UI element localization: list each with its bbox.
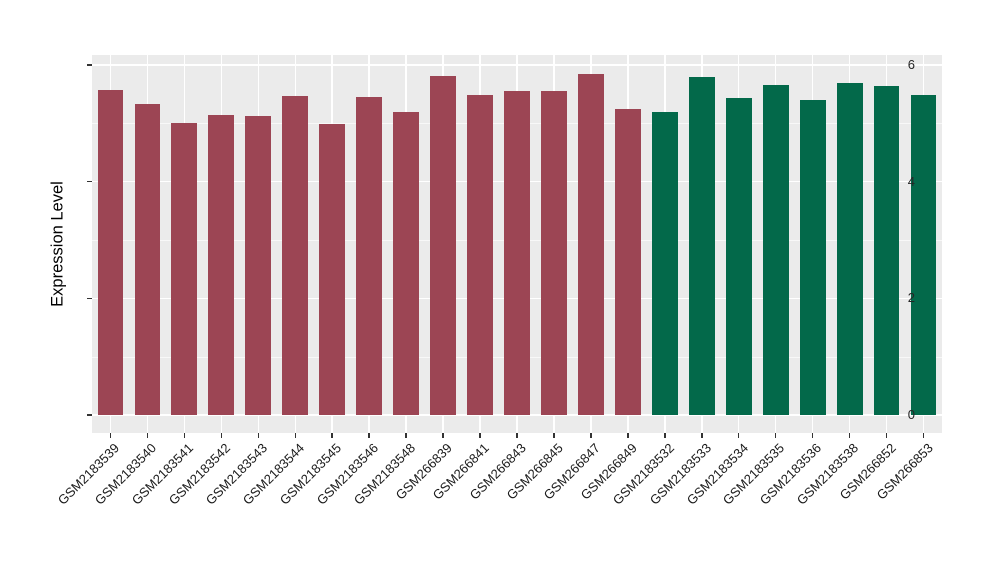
bar-GSM266845	[541, 90, 567, 415]
y-tick-label: 0	[907, 407, 915, 422]
gridline-major	[92, 64, 942, 66]
bar-GSM2183543	[245, 116, 272, 415]
x-axis-tick	[737, 433, 740, 438]
bar-GSM2183538	[836, 83, 863, 415]
x-axis-tick	[368, 433, 370, 438]
bar-GSM2183542	[208, 114, 235, 415]
x-axis-tick	[774, 433, 777, 438]
x-axis-tick	[848, 433, 851, 438]
bar-GSM2183545	[319, 123, 346, 415]
x-axis-tick	[479, 433, 481, 438]
x-axis-tick	[109, 433, 112, 438]
x-axis-tick	[516, 433, 518, 438]
x-axis-tick	[701, 433, 703, 438]
bar-GSM2183539	[97, 90, 124, 415]
gridline-major	[92, 414, 942, 416]
bar-GSM2183532	[651, 112, 678, 415]
x-axis-tick	[294, 433, 296, 438]
bar-GSM266843	[504, 90, 530, 415]
x-axis-tick	[811, 433, 814, 438]
y-axis-tick	[87, 297, 92, 300]
bar-GSM2183546	[356, 97, 383, 415]
x-axis-tick	[405, 433, 407, 438]
bar-GSM2183534	[725, 98, 752, 415]
y-tick-label: 2	[907, 290, 915, 306]
x-axis-tick	[442, 433, 444, 438]
y-tick-label: 4	[907, 173, 915, 189]
bar-GSM266847	[577, 74, 604, 415]
x-axis-tick	[922, 433, 925, 438]
bar-GSM266849	[614, 108, 641, 415]
bar-GSM2183541	[171, 122, 198, 415]
y-axis-tick	[87, 414, 92, 416]
bar-GSM266853	[910, 94, 937, 415]
y-axis-tick	[87, 180, 92, 183]
x-axis-tick	[553, 433, 555, 438]
bar-GSM266841	[467, 95, 493, 415]
y-axis-title: Expression Level	[48, 181, 67, 307]
bar-GSM266839	[430, 75, 456, 415]
x-axis-tick	[257, 433, 260, 438]
x-axis-tick	[590, 433, 592, 438]
bar-GSM2183540	[134, 103, 161, 415]
x-axis-tick	[627, 433, 629, 438]
bar-GSM2183533	[688, 77, 715, 415]
bar-GSM2183536	[799, 100, 826, 415]
y-axis-tick	[87, 64, 92, 66]
bar-GSM2183535	[762, 84, 789, 415]
x-axis-tick	[885, 433, 888, 438]
plot-panel	[92, 55, 942, 433]
bar-GSM2183544	[282, 95, 309, 415]
x-axis-tick	[220, 433, 223, 438]
bar-GSM266852	[873, 86, 900, 415]
y-tick-label: 6	[907, 57, 915, 73]
bar-GSM2183548	[393, 111, 420, 415]
x-axis-tick	[664, 433, 666, 438]
x-axis-tick	[146, 433, 149, 438]
x-axis-tick	[183, 433, 186, 438]
x-axis-tick	[331, 433, 333, 438]
